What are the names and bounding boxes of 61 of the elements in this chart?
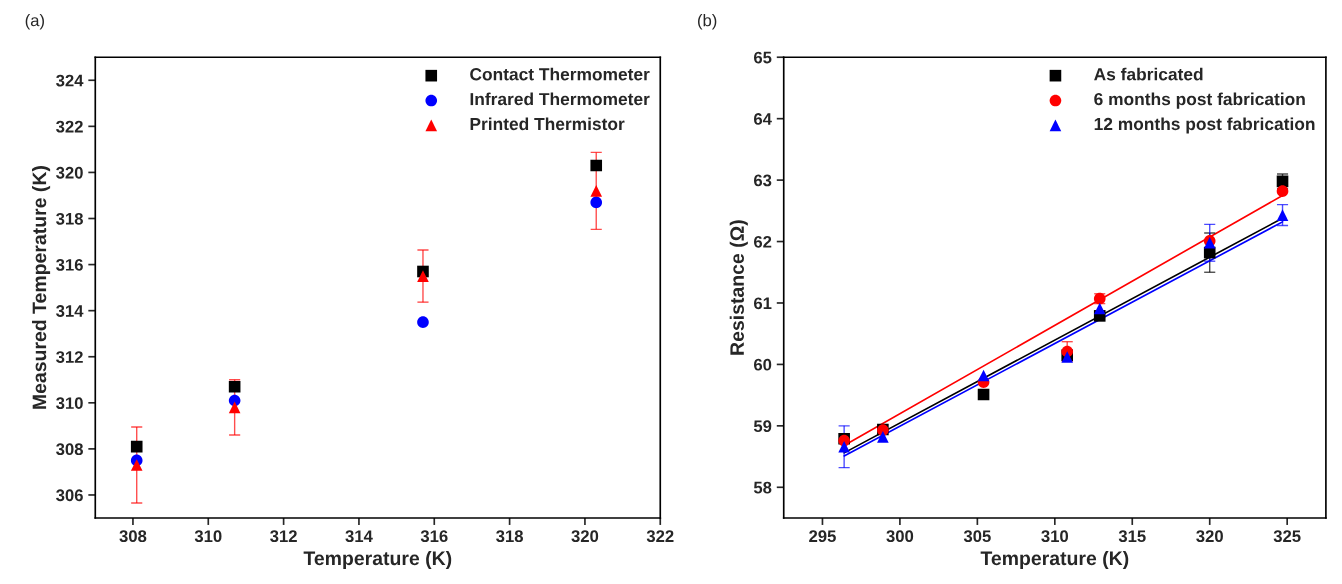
point: [977, 369, 990, 382]
legend-label: Contact Thermometer: [470, 67, 650, 81]
legend-label: As fabricated: [1094, 67, 1203, 81]
point: [838, 440, 850, 453]
point: [877, 431, 889, 443]
x-tick-label: 320: [1196, 530, 1223, 543]
y-tick-label: 64: [754, 113, 772, 125]
point: [228, 380, 241, 393]
x-axis-title: Temperature (K): [980, 550, 1129, 570]
x-tick-label: 320: [571, 530, 599, 543]
y-tick-label: 60: [754, 358, 772, 371]
y-tick-label: 310: [56, 397, 83, 410]
chart-title: (a): [25, 14, 44, 30]
point: [590, 196, 603, 209]
y-tick-label: 58: [753, 481, 772, 494]
y-tick-label: 324: [56, 74, 84, 87]
y-axis-title: Measured Temperature (K): [31, 166, 51, 409]
y-tick-label: 318: [56, 212, 83, 225]
y-tick-label: 62: [754, 235, 772, 248]
point: [417, 316, 429, 328]
point: [1276, 185, 1289, 197]
y-tick-label: 320: [56, 166, 83, 179]
point: [130, 440, 143, 453]
point: [228, 401, 241, 414]
x-tick-label: 300: [886, 530, 914, 543]
point: [130, 459, 143, 471]
legend-label: Printed Thermistor: [470, 117, 625, 131]
x-tick-label: 305: [963, 530, 991, 543]
legend-label: 6 months post fabrication: [1094, 92, 1305, 109]
y-tick-label: 59: [753, 420, 772, 433]
point: [1276, 209, 1289, 221]
x-tick-label: 314: [345, 530, 373, 543]
y-tick-label: 314: [56, 305, 84, 317]
y-tick-label: 312: [56, 351, 83, 363]
x-tick-label: 295: [809, 530, 836, 543]
point: [977, 388, 990, 401]
x-axis-title: Temperature (K): [303, 550, 452, 570]
point: [417, 270, 429, 282]
x-tick-label: 322: [646, 530, 674, 543]
y-tick-label: 63: [754, 174, 772, 187]
chart-title: (b): [698, 14, 717, 30]
legend-label: 12 months post fabrication: [1094, 117, 1315, 134]
point: [590, 159, 603, 172]
y-tick-label: 322: [56, 120, 83, 133]
x-tick-label: 325: [1273, 530, 1301, 543]
point: [590, 185, 603, 197]
point: [1093, 302, 1106, 315]
y-axis-title: Resistance (Ω): [729, 220, 748, 355]
x-tick-label: 308: [119, 530, 147, 543]
legend-label: Infrared Thermometer: [470, 92, 650, 106]
x-tick-label: 318: [496, 530, 523, 543]
y-tick-label: 316: [56, 258, 83, 271]
y-tick-label: 308: [56, 443, 83, 456]
x-tick-label: 312: [270, 530, 297, 543]
y-tick-label: 306: [56, 489, 83, 502]
x-tick-label: 315: [1118, 530, 1146, 543]
y-tick-label: 61: [754, 297, 772, 310]
x-tick-label: 310: [1041, 530, 1069, 543]
x-tick-label: 310: [194, 530, 222, 543]
y-tick-label: 65: [754, 51, 772, 64]
x-tick-label: 316: [420, 530, 448, 543]
